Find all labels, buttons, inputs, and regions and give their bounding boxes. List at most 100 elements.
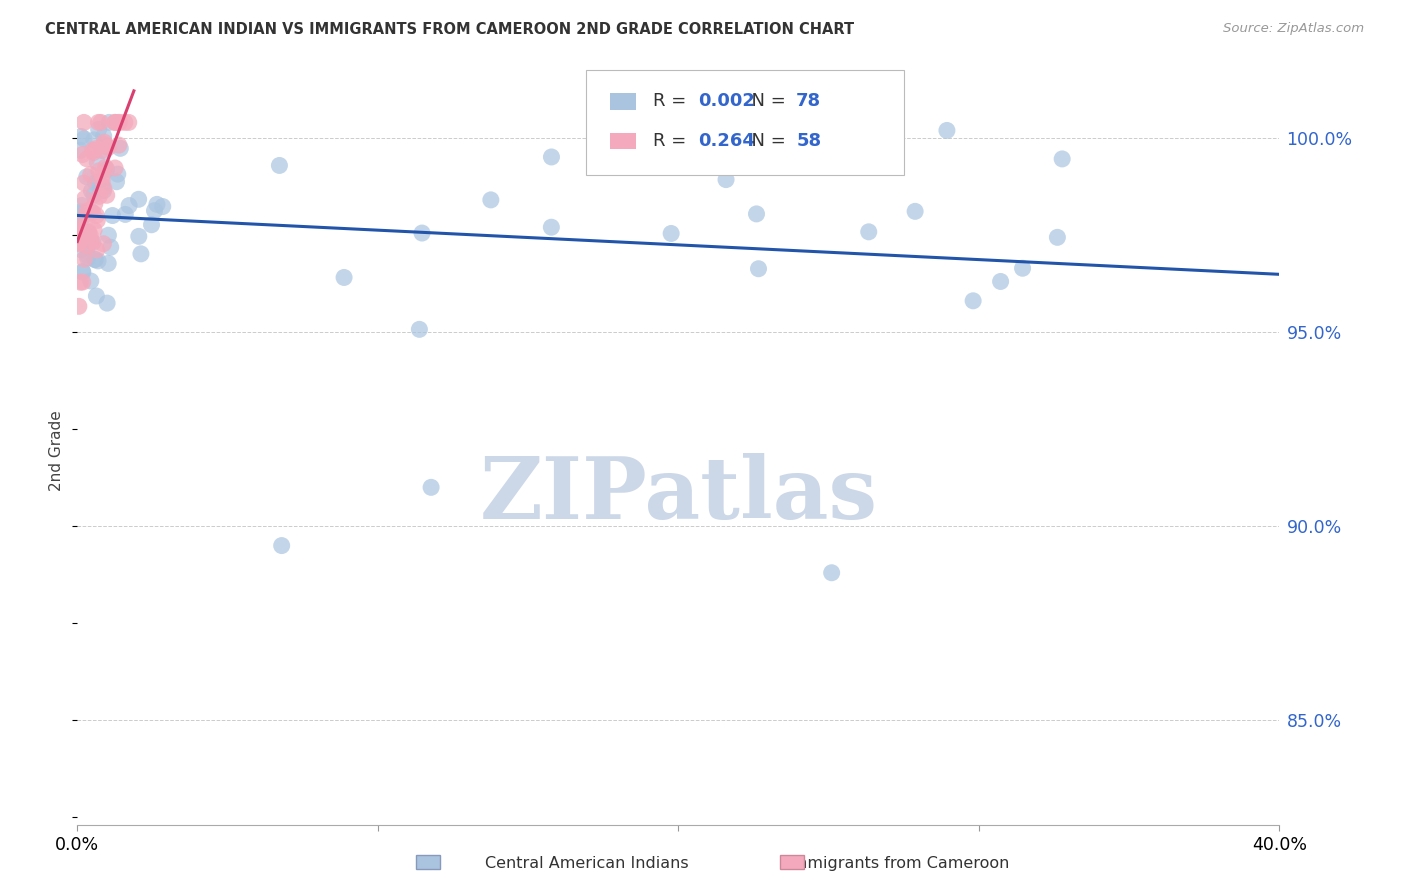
Point	[93, 184, 115, 198]
Point	[714, 172, 737, 186]
Bar	[610, 133, 637, 149]
Point	[479, 193, 502, 207]
Point	[73, 115, 96, 129]
Point	[73, 192, 96, 206]
Point	[77, 225, 100, 239]
Point	[83, 223, 105, 237]
Point	[143, 203, 166, 218]
Point	[93, 129, 115, 144]
Point	[82, 145, 104, 160]
Point	[93, 135, 115, 149]
Point	[141, 218, 163, 232]
FancyBboxPatch shape	[586, 70, 904, 175]
Point	[821, 566, 844, 580]
Point	[93, 137, 115, 152]
Point	[70, 243, 93, 257]
Point	[96, 296, 118, 310]
Point	[89, 189, 111, 203]
Point	[104, 115, 127, 129]
Point	[858, 225, 880, 239]
Point	[962, 293, 984, 308]
Point	[128, 229, 150, 244]
Text: 78: 78	[796, 92, 821, 111]
Point	[84, 142, 107, 156]
Point	[747, 261, 769, 276]
Point	[93, 144, 115, 158]
Point	[67, 236, 90, 251]
Point	[73, 252, 96, 267]
Text: Immigrants from Cameroon: Immigrants from Cameroon	[787, 856, 1010, 871]
Text: ZIPatlas: ZIPatlas	[479, 453, 877, 537]
Point	[659, 227, 682, 241]
Point	[86, 155, 108, 169]
Point	[91, 178, 114, 193]
Point	[76, 226, 98, 240]
Point	[82, 235, 104, 250]
Bar	[780, 855, 804, 869]
Point	[72, 265, 94, 279]
Point	[69, 222, 91, 236]
Point	[80, 235, 103, 249]
Point	[97, 256, 120, 270]
Point	[70, 198, 93, 212]
Point	[67, 235, 90, 250]
Point	[93, 236, 115, 251]
Y-axis label: 2nd Grade: 2nd Grade	[49, 410, 65, 491]
Point	[76, 227, 98, 241]
Point	[93, 181, 115, 195]
Point	[72, 226, 94, 240]
Point	[118, 198, 141, 212]
Point	[990, 275, 1012, 289]
Point	[83, 252, 105, 267]
Point	[91, 168, 114, 182]
Point	[96, 162, 118, 177]
Point	[87, 115, 110, 129]
Point	[98, 115, 121, 129]
Point	[104, 161, 127, 175]
Point	[86, 209, 108, 223]
Point	[904, 204, 927, 219]
Point	[270, 539, 292, 553]
Point	[76, 248, 98, 262]
Bar	[610, 93, 637, 110]
Point	[96, 139, 118, 153]
Point	[76, 207, 98, 221]
Point	[70, 227, 93, 242]
Text: R =: R =	[654, 92, 692, 111]
Point	[76, 169, 98, 184]
Text: 0.002: 0.002	[697, 92, 755, 111]
Point	[118, 115, 141, 129]
Point	[129, 247, 152, 261]
Point	[69, 227, 91, 241]
Point	[70, 230, 93, 244]
Text: N =: N =	[740, 92, 792, 111]
Point	[100, 240, 122, 254]
Point	[69, 214, 91, 228]
Point	[128, 192, 150, 206]
Point	[67, 234, 90, 248]
Point	[91, 174, 114, 188]
Point	[69, 275, 91, 289]
Point	[86, 213, 108, 227]
Point	[146, 197, 169, 211]
Point	[107, 167, 129, 181]
Point	[1050, 152, 1073, 166]
Point	[97, 140, 120, 154]
Point	[70, 218, 93, 232]
Point	[101, 209, 124, 223]
Point	[79, 228, 101, 243]
Point	[87, 164, 110, 178]
Point	[83, 188, 105, 202]
Point	[408, 322, 430, 336]
Point	[107, 115, 129, 129]
Text: 58: 58	[796, 132, 821, 150]
Point	[1046, 230, 1069, 244]
Point	[108, 138, 131, 153]
Point	[725, 142, 748, 156]
Point	[73, 176, 96, 190]
Text: 0.264: 0.264	[697, 132, 755, 150]
Point	[420, 480, 443, 494]
Text: Source: ZipAtlas.com: Source: ZipAtlas.com	[1223, 22, 1364, 36]
Point	[411, 226, 433, 240]
Point	[152, 200, 174, 214]
